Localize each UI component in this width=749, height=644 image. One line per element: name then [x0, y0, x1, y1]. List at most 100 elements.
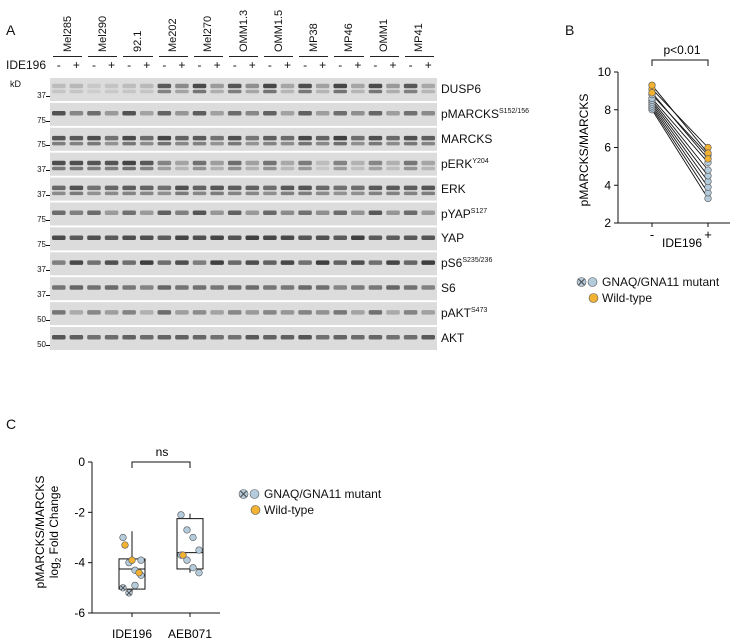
- blot-band: [263, 191, 277, 196]
- legend-mutant-marker: [238, 489, 260, 499]
- blot-strip-yap: [50, 227, 437, 251]
- blot-band: [69, 185, 84, 191]
- blot-strip-pmarcks: [50, 102, 437, 126]
- blot-band: [368, 166, 383, 171]
- blot-band: [175, 335, 189, 340]
- blot-band: [175, 89, 189, 94]
- panel-b-pair-line: [651, 107, 709, 194]
- minus-sign: -: [338, 58, 343, 72]
- panel-c-point-wildtype: [179, 551, 187, 559]
- blot-band: [139, 166, 154, 171]
- panel-c-point-mutant: [137, 556, 145, 564]
- blot-band: [368, 185, 383, 191]
- blot-band: [315, 89, 330, 94]
- blot-band: [245, 210, 260, 216]
- blot-band: [245, 110, 260, 116]
- blot-band: [333, 160, 348, 166]
- blot-band: [122, 135, 136, 141]
- blot-band: [104, 310, 119, 315]
- blot-label: AKT: [441, 331, 464, 345]
- blot-band: [368, 310, 383, 315]
- blot-band: [421, 335, 435, 340]
- blot-band: [69, 210, 84, 216]
- blot-band: [227, 185, 242, 191]
- blot-label: S6: [441, 281, 456, 295]
- blot-band: [139, 285, 154, 290]
- blot-band: [69, 235, 84, 240]
- blot-band: [351, 310, 365, 315]
- blot-label-text: pS6: [441, 256, 463, 271]
- blot-band: [87, 310, 101, 315]
- blot-band: [333, 166, 348, 171]
- panel-c-point-mutant: [189, 533, 197, 542]
- panel-c-point-wildtype: [135, 569, 143, 577]
- kd-marker: 50: [37, 339, 46, 349]
- blot-band: [122, 235, 136, 240]
- blot-band: [227, 166, 242, 171]
- blot-band: [403, 191, 418, 196]
- blot-band: [263, 83, 277, 89]
- blot-band: [227, 310, 242, 315]
- blot-band: [351, 235, 365, 240]
- blot-band: [122, 185, 136, 191]
- blot-band: [175, 210, 189, 216]
- blot-band: [104, 141, 119, 146]
- blot-band: [280, 260, 295, 265]
- panel-c-x-tick-label: IDE196: [112, 627, 152, 641]
- blot-band: [351, 210, 365, 216]
- blot-band: [139, 110, 154, 116]
- panel-b-x-tick-label: -: [650, 227, 654, 242]
- blot-band: [139, 235, 154, 240]
- blot-band: [315, 310, 330, 315]
- cell-line-underline: [228, 56, 259, 57]
- cell-line-underline: [299, 56, 329, 57]
- blot-band: [298, 310, 312, 315]
- panel-b-point-wildtype: [648, 81, 656, 89]
- blot-band: [333, 135, 348, 141]
- blot-band: [157, 89, 172, 94]
- kd-marker: 75: [37, 140, 46, 150]
- blot-band: [368, 160, 383, 166]
- blot-band: [245, 335, 260, 340]
- blot-band: [386, 335, 400, 340]
- blot-band: [69, 260, 84, 265]
- panel-c-point-wildtype: [128, 556, 136, 564]
- panel-c-point-mutant: [189, 564, 197, 572]
- legend-circle-marker: [249, 489, 260, 499]
- blot-band: [192, 191, 207, 196]
- blot-band: [421, 235, 435, 240]
- blot-band: [298, 235, 312, 240]
- blot-band: [69, 335, 84, 340]
- blot-band: [403, 89, 418, 94]
- kd-marker: 75: [37, 215, 46, 225]
- blot-band: [139, 210, 154, 216]
- blot-band: [227, 210, 242, 216]
- blot-band: [403, 210, 418, 216]
- blot-band: [315, 135, 330, 141]
- blot-band: [192, 110, 207, 116]
- blot-label: pERKY204: [441, 157, 489, 171]
- panel-b-significance-bracket: [651, 59, 709, 66]
- blot-band: [386, 110, 400, 116]
- blot-band: [87, 110, 101, 116]
- blot-band: [52, 335, 66, 340]
- blot-band: [386, 135, 400, 141]
- blot-band: [245, 285, 260, 290]
- blot-band: [210, 160, 224, 166]
- blot-band: [175, 310, 189, 315]
- blot-band: [298, 141, 312, 146]
- blot-label: MARCKS: [441, 132, 492, 146]
- blot-band: [351, 89, 365, 94]
- blot-band: [245, 89, 260, 94]
- blot-band: [104, 210, 119, 216]
- blot-band: [175, 141, 189, 146]
- kd-tick: [46, 95, 50, 97]
- blot-band: [263, 166, 277, 171]
- blot-band: [192, 141, 207, 146]
- blot-band: [298, 185, 312, 191]
- blot-band: [280, 166, 295, 171]
- blot-strip-pyap: [50, 202, 437, 226]
- cell-line-underline: [369, 56, 399, 57]
- panel-b-pair-line: [651, 101, 709, 177]
- blot-band: [403, 285, 418, 290]
